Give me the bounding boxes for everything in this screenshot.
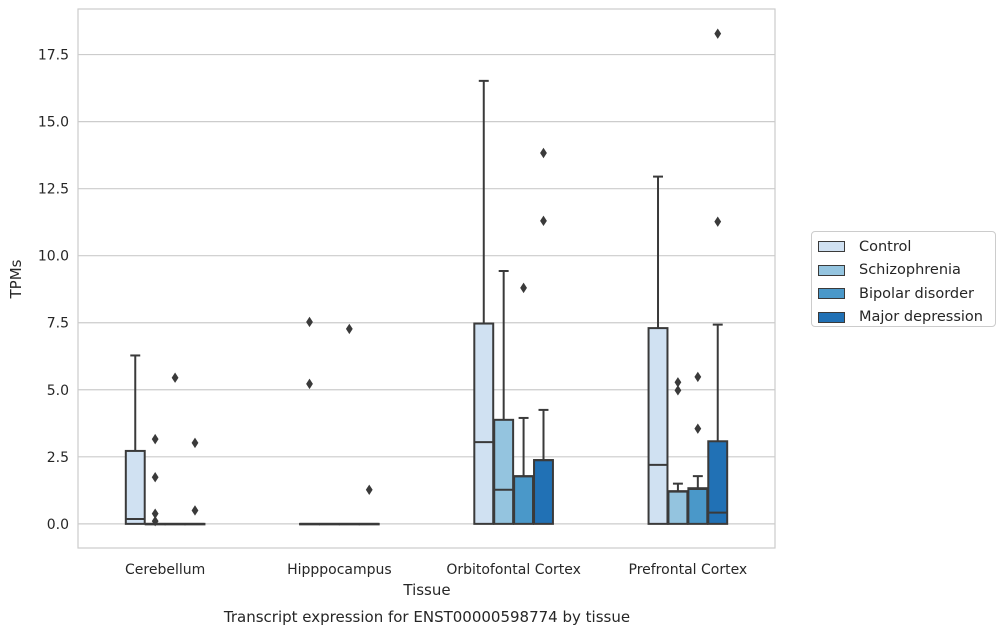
box-element [513, 282, 535, 525]
box-element [493, 269, 515, 525]
legend-label: Bipolar disorder [859, 285, 974, 302]
box-element [647, 175, 669, 525]
y-tick-label: 5.0 [47, 383, 69, 399]
y-tick-label: 12.5 [38, 182, 69, 198]
outlier-point [694, 371, 702, 383]
box-iqr [473, 322, 495, 525]
box-iqr [687, 487, 709, 525]
outlier-point [151, 433, 159, 445]
x-tick-label: Cerebellum [125, 562, 205, 578]
x-tick-label: Hipppocampus [287, 562, 392, 578]
outlier-point [674, 377, 682, 388]
box-iqr [667, 490, 689, 525]
outlier-point [520, 282, 527, 294]
outlier-point [151, 515, 159, 527]
box-element [144, 433, 166, 527]
legend-label: Control [859, 238, 912, 255]
x-tick-label: Orbitofontal Cortex [446, 562, 581, 578]
outlier-point [365, 484, 373, 496]
box-element [299, 316, 320, 526]
box-element [533, 147, 554, 525]
legend-item: Bipolar disorder [818, 282, 995, 306]
y-axis-label: TPMs [7, 259, 25, 299]
box-iqr [707, 440, 729, 525]
x-axis-label: Tissue [402, 581, 450, 599]
legend: Control Schizophrenia Bipolar disorder Majo… [811, 231, 996, 327]
outlier-point [151, 508, 159, 519]
outlier-point [306, 316, 313, 328]
outlier-point [714, 28, 722, 39]
box-iqr [647, 327, 669, 525]
legend-swatch [818, 288, 845, 300]
legend-item: Control [818, 235, 995, 259]
outlier-point [540, 147, 547, 159]
x-tick-label: Prefrontal Cortex [629, 562, 748, 578]
legend-label: Major depression [859, 309, 983, 326]
plot-area-frame [77, 8, 776, 549]
outlier-point [540, 215, 547, 227]
y-tick-label: 15.0 [38, 115, 69, 131]
box-element [184, 437, 206, 526]
legend-item: Schizophrenia [818, 259, 995, 283]
outlier-point [191, 505, 199, 516]
box-element [358, 484, 380, 526]
box-element [124, 354, 146, 525]
outlier-point [151, 472, 159, 483]
box-iqr [124, 449, 146, 525]
box-element [473, 79, 495, 525]
grid-lines [78, 53, 775, 525]
box-element [687, 371, 709, 525]
box-element [318, 522, 340, 526]
outlier-point [171, 372, 179, 383]
outlier-point [345, 323, 353, 335]
box-iqr [493, 418, 515, 525]
box-iqr [513, 475, 535, 525]
box-iqr [533, 459, 554, 525]
box-element [164, 372, 186, 526]
boxes [124, 28, 729, 527]
y-tick-label: 2.5 [47, 450, 69, 466]
legend-swatch [818, 264, 845, 276]
outlier-point [191, 437, 199, 449]
outlier-point [674, 385, 682, 396]
outlier-point [714, 216, 722, 227]
y-tick-label: 10.0 [38, 249, 69, 265]
outlier-point [306, 378, 313, 390]
legend-label: Schizophrenia [859, 262, 961, 279]
x-axis-ticks: Cerebellum Hipppocampus Orbitofontal Corte… [125, 562, 747, 578]
box-element [338, 323, 360, 526]
outlier-point [694, 423, 702, 434]
legend-swatch [818, 241, 845, 253]
box-element [707, 28, 729, 525]
box-element [667, 377, 689, 525]
chart-title: Transcript expression for ENST0000059877… [223, 608, 630, 626]
legend-item: Major depression [818, 306, 995, 330]
y-axis-ticks: 0.0 2.5 5.0 7.5 10.0 12.5 15.0 17.5 [38, 48, 69, 533]
y-tick-label: 0.0 [47, 517, 69, 533]
y-tick-label: 17.5 [38, 48, 69, 64]
legend-swatch [818, 311, 845, 323]
y-tick-label: 7.5 [47, 316, 69, 332]
